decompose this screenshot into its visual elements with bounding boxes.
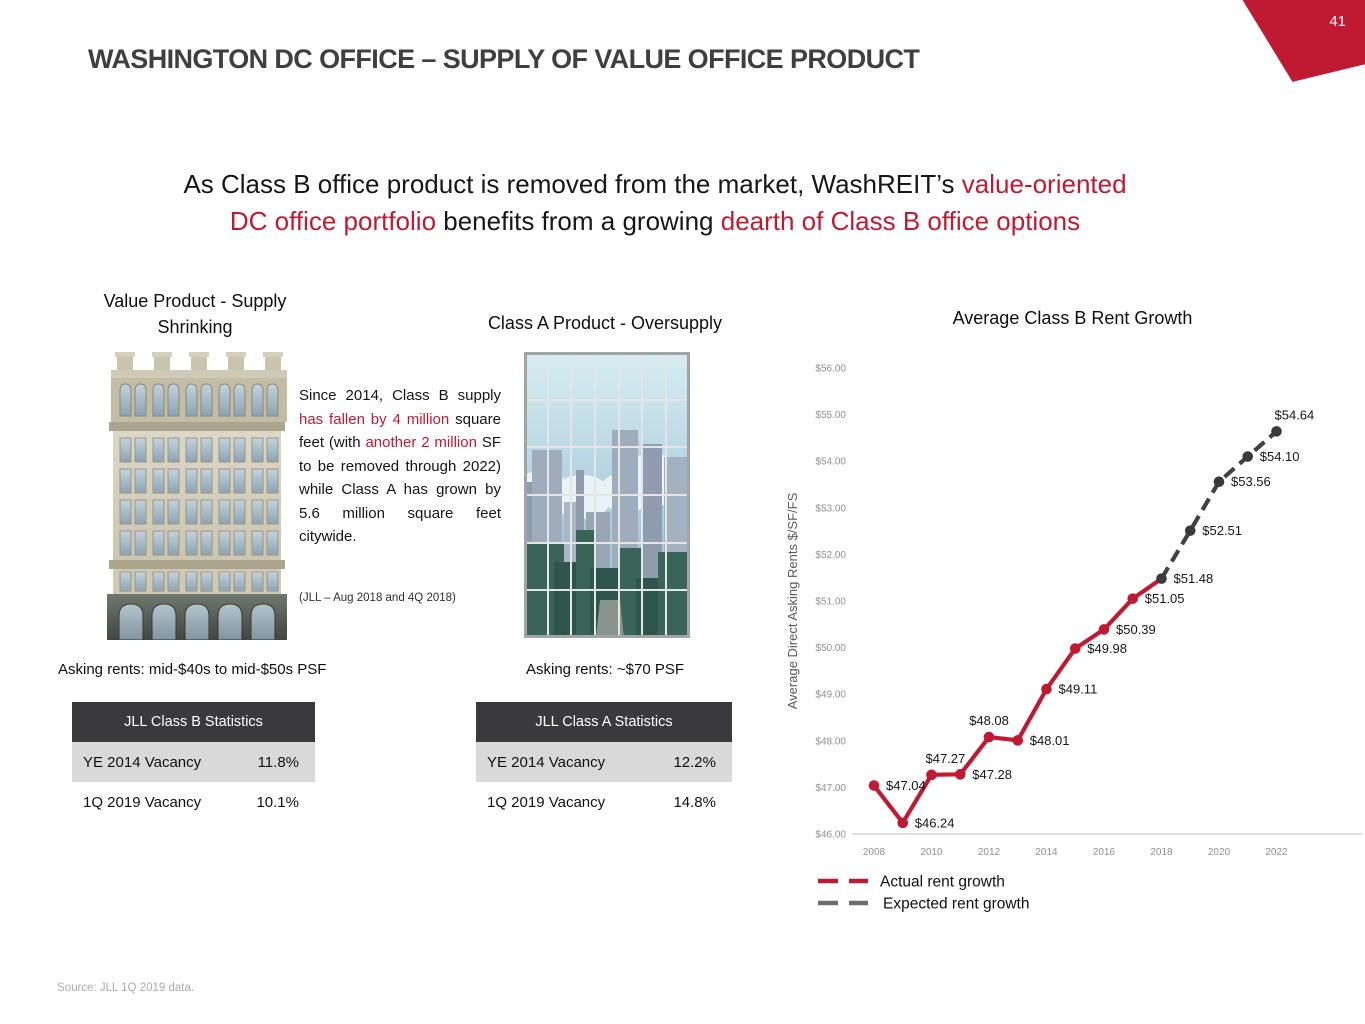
data-point-2016: [1098, 624, 1110, 635]
data-point-2015: [1069, 643, 1081, 654]
subtitle-line-2: DC office portfolio benefits from a grow…: [20, 203, 1290, 240]
x-tick-label: 2010: [920, 847, 943, 858]
row-value: 11.8%: [257, 753, 299, 771]
page-number: 41: [1329, 13, 1346, 30]
y-tick-label: $49.00: [815, 690, 846, 701]
y-tick-label: $46.00: [815, 830, 846, 841]
x-tick-label: 2008: [863, 847, 886, 858]
legend-label-actual: Actual rent growth: [880, 874, 1005, 891]
table-header: JLL Class A Statistics: [476, 702, 732, 742]
data-point-2020: [1213, 476, 1225, 488]
asking-rents-middle: Asking rents: ~$70 PSF: [526, 661, 684, 678]
x-tick-label: 2022: [1265, 847, 1288, 858]
point-label-2009: $46.24: [915, 815, 955, 830]
y-tick-label: $52.00: [815, 550, 846, 561]
data-point-2013: [1012, 735, 1024, 746]
data-point-2019: [1184, 525, 1196, 536]
source-note: Source: JLL 1Q 2019 data.: [57, 982, 195, 994]
data-point-2010: [926, 769, 937, 781]
point-label-2020: $53.56: [1231, 474, 1271, 489]
glass-building-image: [524, 352, 690, 638]
point-label-2018: $51.48: [1174, 571, 1214, 586]
y-tick-label: $51.00: [815, 597, 846, 608]
plain-text: SF to be removed through 2022) while Cla…: [299, 434, 502, 545]
data-point-2008: [868, 780, 880, 791]
point-label-2019: $52.51: [1202, 523, 1242, 538]
point-label-2011: $47.28: [972, 767, 1012, 782]
legend-label-expected: Expected rent growth: [883, 896, 1029, 913]
supply-paragraph: Since 2014, Class B supply has fallen by…: [299, 384, 501, 549]
highlighted-red-text: has fallen by 4 million: [299, 410, 450, 428]
middle-column-heading: Class A Product - Oversupply: [487, 313, 723, 333]
highlighted-red-text: value-oriented: [961, 169, 1127, 199]
x-tick-label: 2014: [1035, 847, 1058, 858]
row-label: 1Q 2019 Vacancy: [487, 793, 606, 811]
y-tick-label: $50.00: [815, 643, 846, 654]
row-label: YE 2014 Vacancy: [487, 753, 606, 771]
highlighted-red-text: dearth of Class B office options: [720, 206, 1081, 236]
point-label-2013: $48.01: [1030, 733, 1070, 748]
plain-text: As Class B office product is removed fro…: [183, 169, 962, 199]
table-row: 1Q 2019 Vacancy 14.8%: [476, 782, 732, 822]
data-point-2022: [1271, 426, 1282, 437]
data-point-2014: [1041, 683, 1052, 695]
data-point-2018: [1156, 573, 1167, 584]
plain-text: Since 2014, Class B supply: [299, 387, 501, 404]
page-corner-flag: 41: [1242, 0, 1365, 82]
plain-text: square feet (with: [299, 410, 501, 452]
x-tick-label: 2018: [1150, 847, 1173, 858]
point-label-2015: $49.98: [1087, 641, 1127, 656]
x-tick-label: 2012: [978, 847, 1001, 858]
left-column-heading: Value Product - Supply Shrinking: [70, 288, 320, 340]
data-point-2021: [1242, 451, 1254, 462]
row-value: 12.2%: [673, 753, 716, 771]
point-label-2016: $50.39: [1116, 622, 1156, 637]
rent-growth-chart: Average Direct Asking Rents $/SF/FS $46.0…: [785, 364, 1362, 913]
point-label-2010: $47.27: [926, 751, 966, 766]
point-label-2022: $54.64: [1275, 407, 1315, 422]
point-label-2014: $49.11: [1059, 682, 1098, 697]
y-tick-label: $53.00: [815, 503, 846, 514]
point-label-2017: $51.05: [1145, 591, 1185, 606]
x-tick-label: 2020: [1208, 847, 1231, 858]
row-label: YE 2014 Vacancy: [83, 753, 202, 771]
point-label-2008: $47.04: [886, 778, 926, 793]
jll-citation: (JLL – Aug 2018 and 4Q 2018): [299, 592, 456, 604]
data-point-2017: [1127, 593, 1139, 604]
data-point-2012: [983, 731, 995, 743]
row-value: 14.8%: [673, 793, 716, 811]
left-heading-line-2: Shrinking: [157, 317, 233, 337]
point-label-2012: $48.08: [969, 713, 1009, 728]
y-tick-label: $47.00: [815, 783, 846, 794]
y-axis-label: Average Direct Asking Rents $/SF/FS: [785, 492, 800, 709]
y-tick-label: $56.00: [815, 364, 846, 375]
y-tick-label: $48.00: [815, 736, 846, 747]
highlighted-red-text: DC office portfolio: [229, 206, 437, 236]
x-tick-label: 2016: [1093, 847, 1116, 858]
point-label-2021: $54.10: [1260, 449, 1300, 464]
slide-subtitle: As Class B office product is removed fro…: [20, 166, 1290, 240]
y-tick-label: $55.00: [815, 410, 846, 421]
row-value: 10.1%: [256, 793, 299, 811]
row-label: 1Q 2019 Vacancy: [83, 793, 202, 811]
asking-rents-left: Asking rents: mid-$40s to mid-$50s PSF: [58, 661, 327, 678]
slide-title: WASHINGTON DC OFFICE – SUPPLY OF VALUE O…: [88, 44, 920, 74]
table-row: YE 2014 Vacancy 12.2%: [476, 742, 732, 782]
classic-building-image: [107, 352, 287, 640]
y-tick-label: $54.00: [815, 457, 846, 468]
left-heading-line-1: Value Product - Supply: [103, 291, 287, 311]
highlighted-red-text: another 2 million: [365, 434, 477, 451]
class-a-stats-table: JLL Class A Statistics YE 2014 Vacancy 1…: [476, 702, 732, 822]
table-row: 1Q 2019 Vacancy 10.1%: [72, 782, 315, 822]
table-header: JLL Class B Statistics: [72, 702, 315, 742]
class-b-stats-table: JLL Class B Statistics YE 2014 Vacancy 1…: [72, 702, 315, 822]
plain-text: benefits from a growing: [436, 206, 721, 236]
subtitle-line-1: As Class B office product is removed fro…: [20, 166, 1290, 203]
chart-title: Average Class B Rent Growth: [952, 308, 1193, 328]
table-row: YE 2014 Vacancy 11.8%: [72, 742, 315, 782]
data-point-2009: [897, 817, 909, 829]
data-point-2011: [954, 769, 966, 780]
